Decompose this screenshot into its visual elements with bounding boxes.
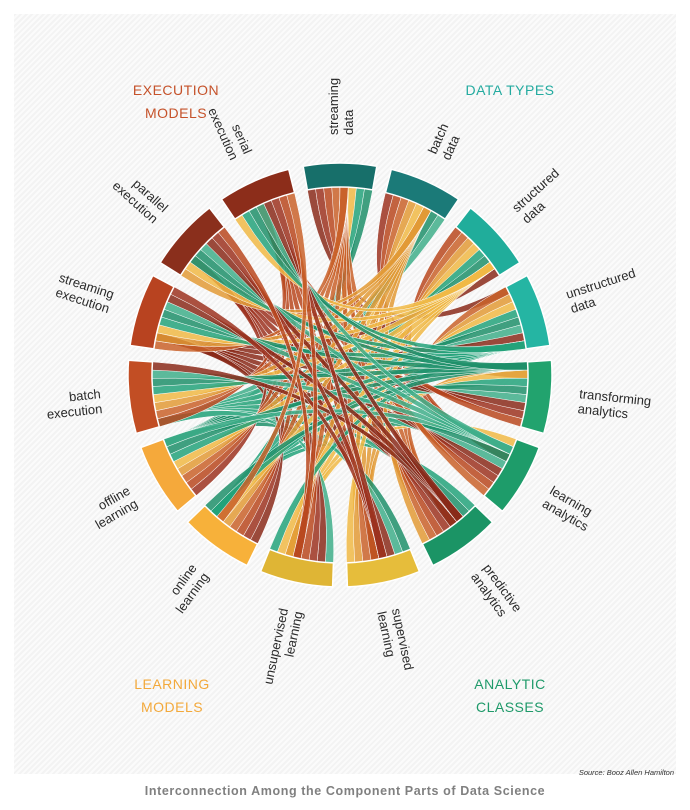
arc-layer <box>127 162 553 588</box>
segment-label-streaming-data: streamingdata <box>326 78 356 135</box>
segment-arc-supervised-learning <box>345 548 421 588</box>
segment-arc-batch-data <box>384 168 460 221</box>
figure-caption: Interconnection Among the Component Part… <box>144 784 546 798</box>
segment-label-structured-data: structureddata <box>509 165 572 226</box>
segment-arc-unstructured-data <box>504 274 551 350</box>
segment-label-batch-execution: batchexecution <box>44 386 102 422</box>
segment-label-learning-analytics: learninganalytics <box>540 483 599 535</box>
segment-label-serial-execution: serialexecution <box>205 99 255 162</box>
group-title-analytic-classes: ANALYTIC CLASSES <box>430 673 590 719</box>
segment-label-unsupervised-learning: unsupervisedlearning <box>260 607 305 689</box>
segment-arc-learning-analytics <box>482 438 541 513</box>
segment-arc-serial-execution <box>220 168 296 221</box>
segment-label-online-learning: onlinelearning <box>160 561 211 616</box>
group-title-execution-models: EXECUTION MODELS <box>96 79 256 125</box>
group-title-line: ANALYTIC <box>474 676 546 692</box>
segment-arc-streaming-execution <box>129 274 176 350</box>
segment-arc-offline-learning <box>139 438 198 513</box>
segment-label-supervised-learning: supervisedlearning <box>374 607 416 675</box>
group-title-line: DATA TYPES <box>465 82 555 98</box>
segment-label-offline-learning: offlinelearning <box>85 483 140 532</box>
segment-arc-parallel-execution <box>159 206 226 277</box>
group-title-line: MODELS <box>140 699 204 715</box>
group-title-line: EXECUTION <box>132 82 220 98</box>
segment-arc-unsupervised-learning <box>259 548 335 588</box>
segment-label-parallel-execution: parallelexecution <box>110 167 172 227</box>
segment-label-transforming-analytics: transforminganalytics <box>577 386 652 423</box>
group-title-line: LEARNING <box>134 676 210 692</box>
segment-arc-batch-execution <box>127 359 161 435</box>
segment-label-unstructured-data: unstructureddata <box>564 265 642 316</box>
segment-arc-transforming-analytics <box>519 359 553 435</box>
segment-label-streaming-execution: streamingexecution <box>53 270 117 316</box>
segment-arc-online-learning <box>186 504 259 567</box>
segment-label-batch-data: batchdata <box>425 121 465 162</box>
segment-arc-predictive-analytics <box>421 504 494 567</box>
segment-label-predictive-analytics: predictiveanalytics <box>468 561 525 624</box>
group-title-line: CLASSES <box>475 699 545 715</box>
segment-arc-streaming-data <box>302 162 378 191</box>
group-title-line: MODELS <box>144 105 208 121</box>
source-note: Source: Booz Allen Hamilton <box>578 768 674 777</box>
group-title-learning-models: LEARNING MODELS <box>92 673 252 719</box>
group-title-data-types: DATA TYPES <box>430 79 590 102</box>
segment-arc-structured-data <box>454 206 521 277</box>
ribbon-layer <box>151 186 529 564</box>
